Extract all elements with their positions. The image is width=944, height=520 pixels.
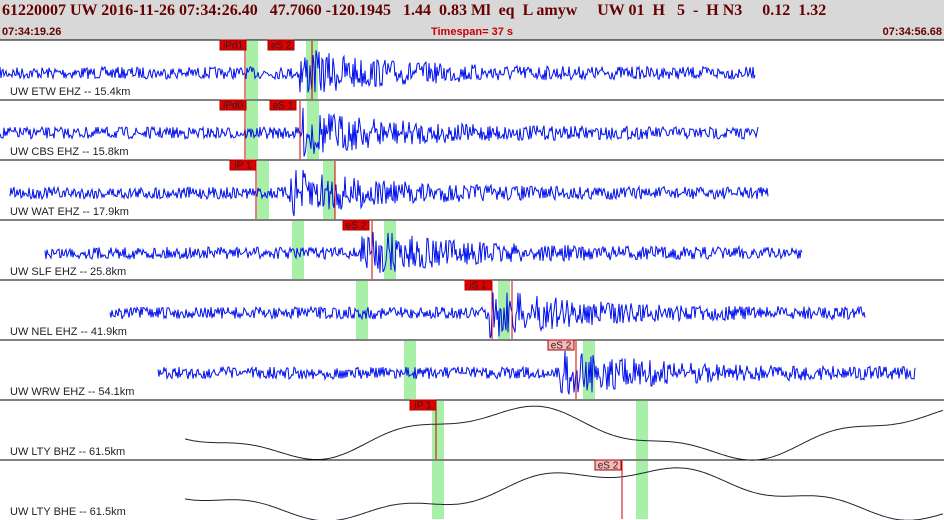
pick-label: iS 1 [469, 281, 487, 292]
pick-label: iP 1 [414, 401, 431, 412]
pick-window [432, 401, 444, 459]
waveform [157, 350, 916, 395]
event-line: 61220007 UW 2016-11-26 07:34:26.40 47.70… [2, 2, 826, 19]
pick-label: iPd1 [223, 41, 243, 52]
pick-window [307, 101, 319, 159]
pick-box [219, 39, 247, 51]
pick-window [636, 461, 648, 519]
waveform [0, 107, 759, 157]
pick-window [323, 161, 335, 219]
station-label: UW WRW EHZ -- 54.1km [10, 386, 134, 398]
pick-window [384, 221, 396, 279]
pick-box [229, 159, 257, 171]
pick-label: iPd0 [223, 101, 243, 112]
station-label: UW ETW EHZ -- 15.4km [10, 86, 130, 98]
pick-box [219, 99, 247, 111]
end-time: 07:34:56.68 [883, 26, 942, 38]
pick-label: eS 2 [598, 461, 619, 472]
pick-box [267, 39, 295, 51]
waveform [44, 232, 803, 273]
pick-box [269, 99, 297, 111]
pick-box [342, 219, 370, 231]
timespan: Timespan= 37 s [431, 26, 513, 38]
waveform [0, 50, 756, 93]
waveform [184, 467, 944, 520]
pick-window [404, 341, 416, 399]
station-label: UW NEL EHZ -- 41.9km [10, 326, 127, 338]
waveform [9, 169, 769, 217]
pick-box [409, 399, 437, 411]
waveform [184, 405, 944, 461]
pick-window [636, 401, 648, 459]
station-label: UW SLF EHZ -- 25.8km [10, 266, 126, 278]
station-label: UW CBS EHZ -- 15.8km [10, 146, 129, 158]
pick-box [594, 459, 622, 471]
station-label: UW LTY BHE -- 61.5km [10, 506, 126, 518]
station-label: UW LTY BHZ -- 61.5km [10, 446, 125, 458]
pick-label: eS 2 [271, 41, 292, 52]
pick-label: iP 1 [234, 161, 251, 172]
start-time: 07:34:19.26 [2, 26, 61, 38]
pick-label: eS 2 [346, 221, 367, 232]
pick-label: eS 1 [273, 101, 294, 112]
pick-window [292, 221, 304, 279]
header-bar [0, 0, 944, 40]
pick-window [257, 161, 269, 219]
pick-box [547, 339, 575, 351]
station-label: UW WAT EHZ -- 17.9km [10, 206, 129, 218]
pick-box [464, 279, 492, 291]
pick-window [356, 281, 368, 339]
waveform [109, 292, 866, 339]
pick-label: eS 2 [551, 341, 572, 352]
pick-window [432, 461, 444, 519]
